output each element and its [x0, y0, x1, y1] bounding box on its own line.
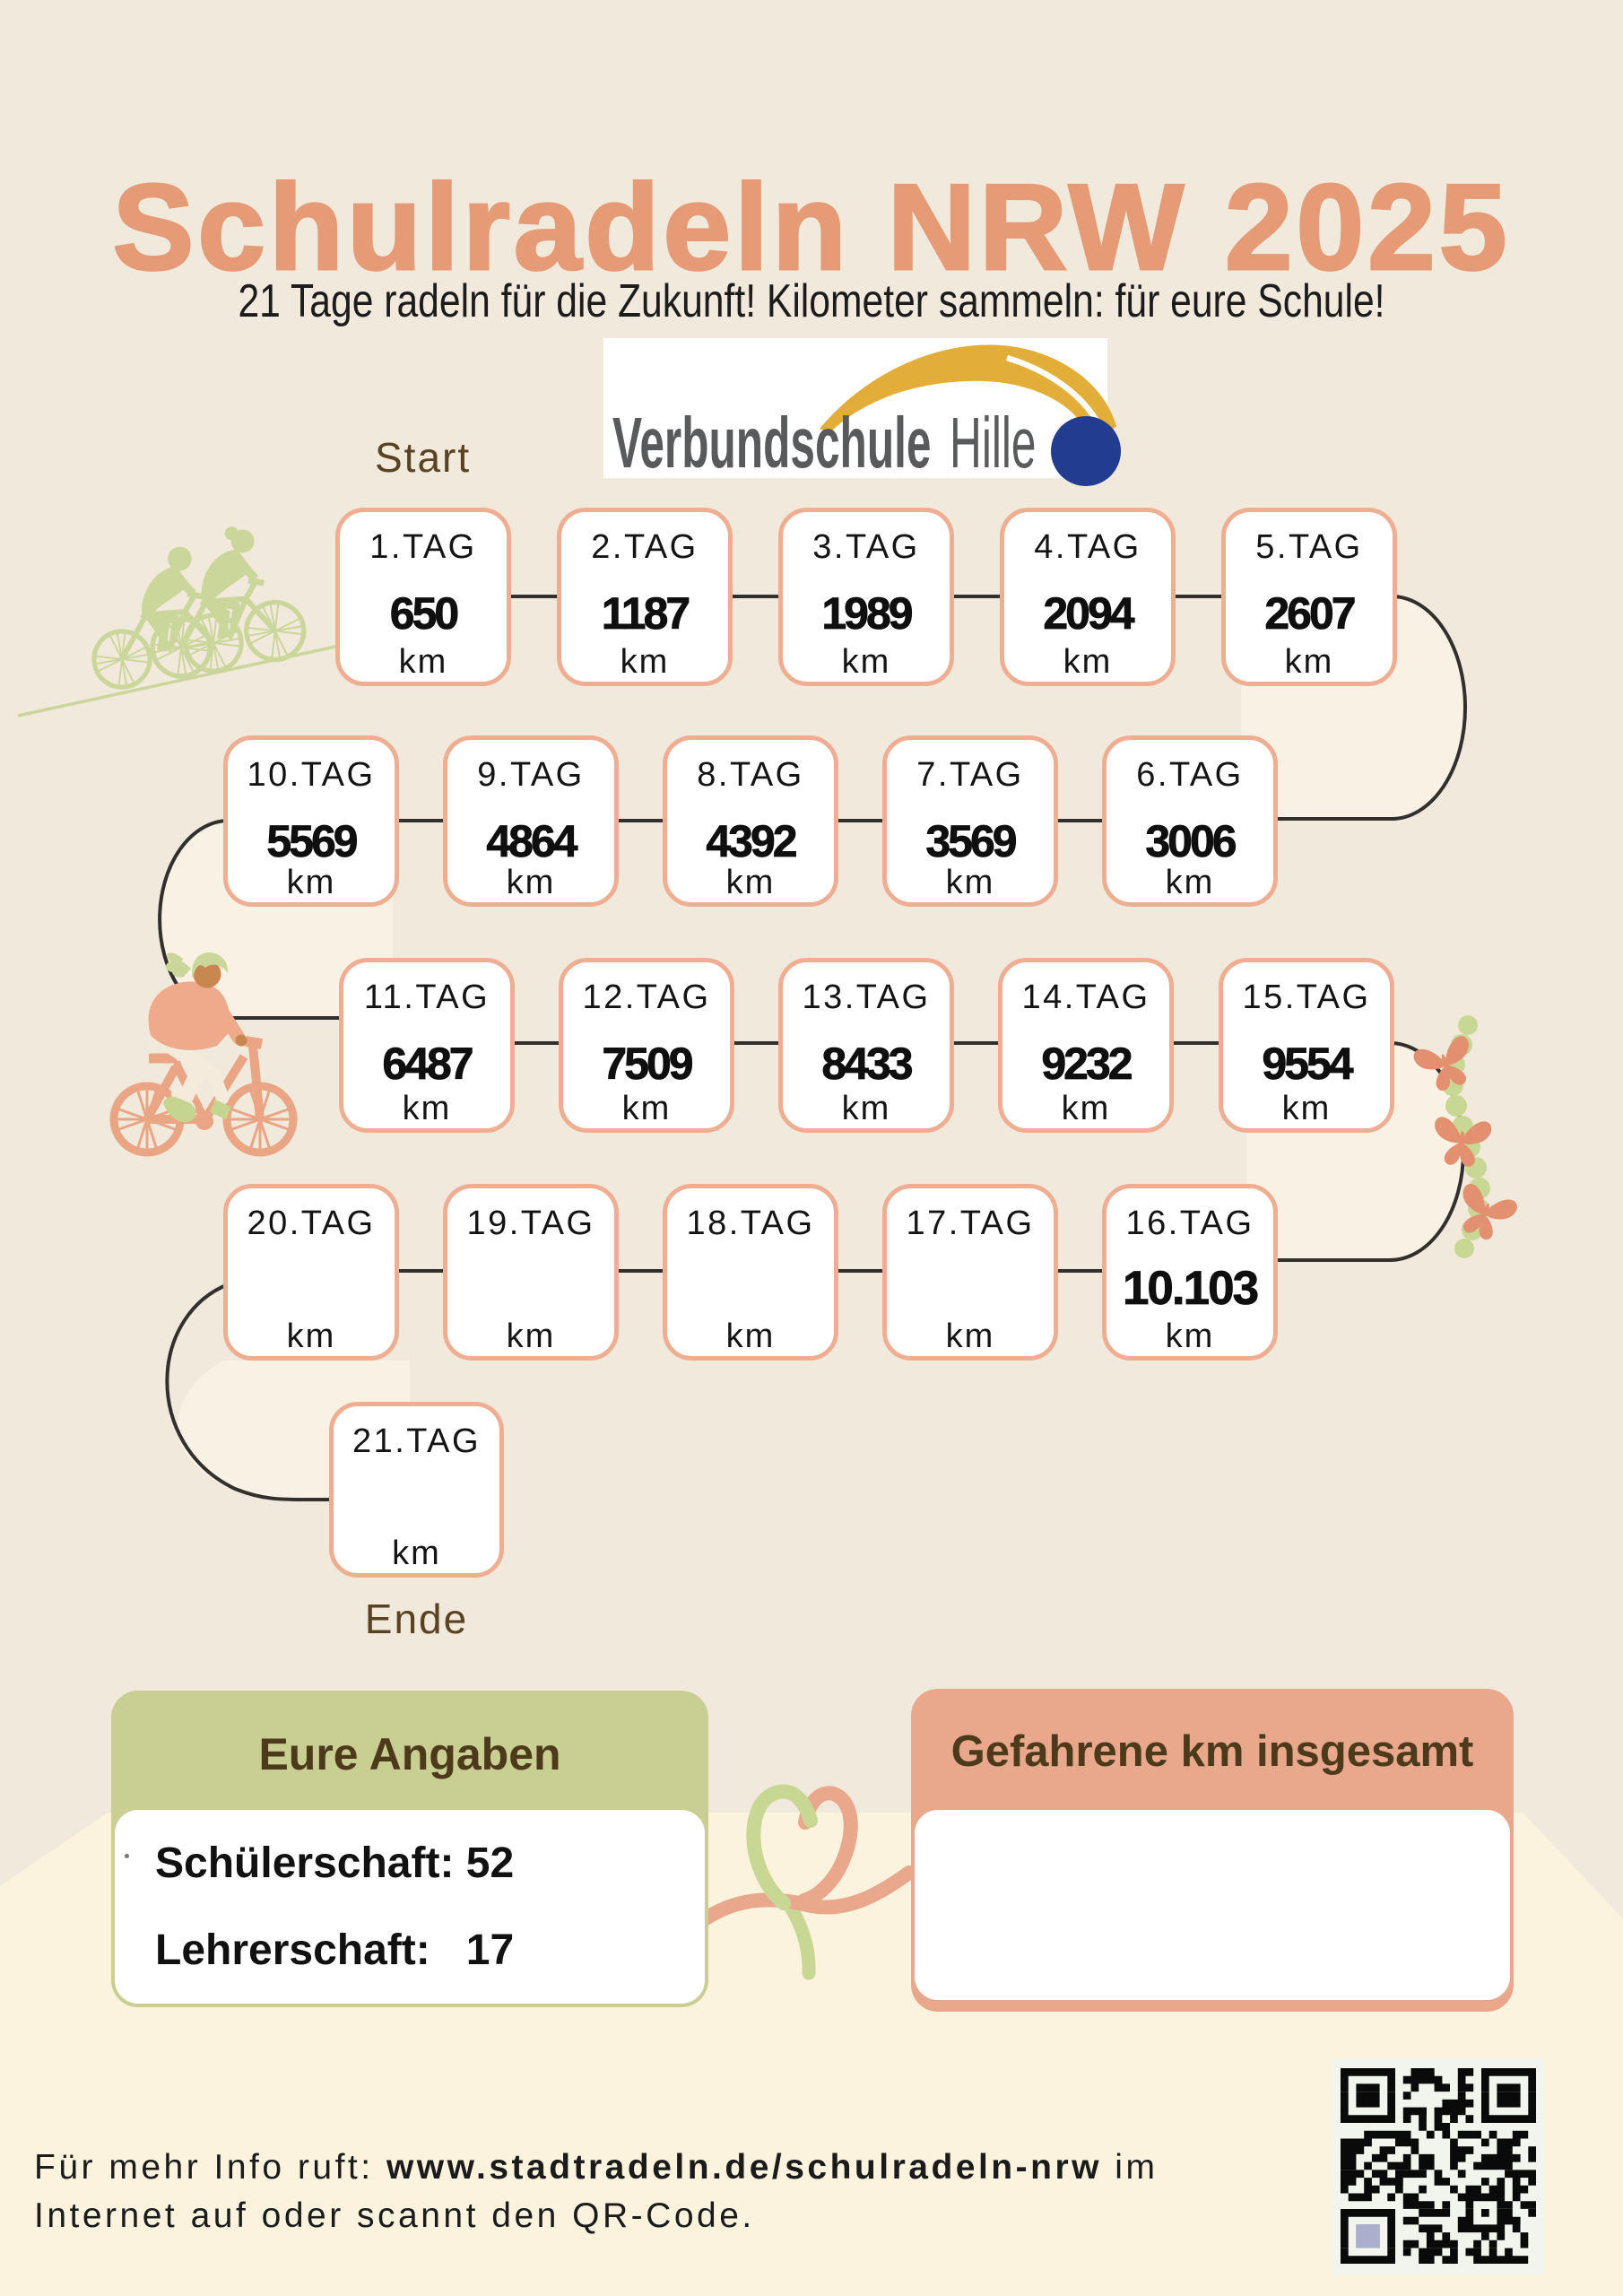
svg-text:Verbundschule: Verbundschule — [612, 404, 931, 483]
svg-text:Hille: Hille — [950, 404, 1036, 483]
